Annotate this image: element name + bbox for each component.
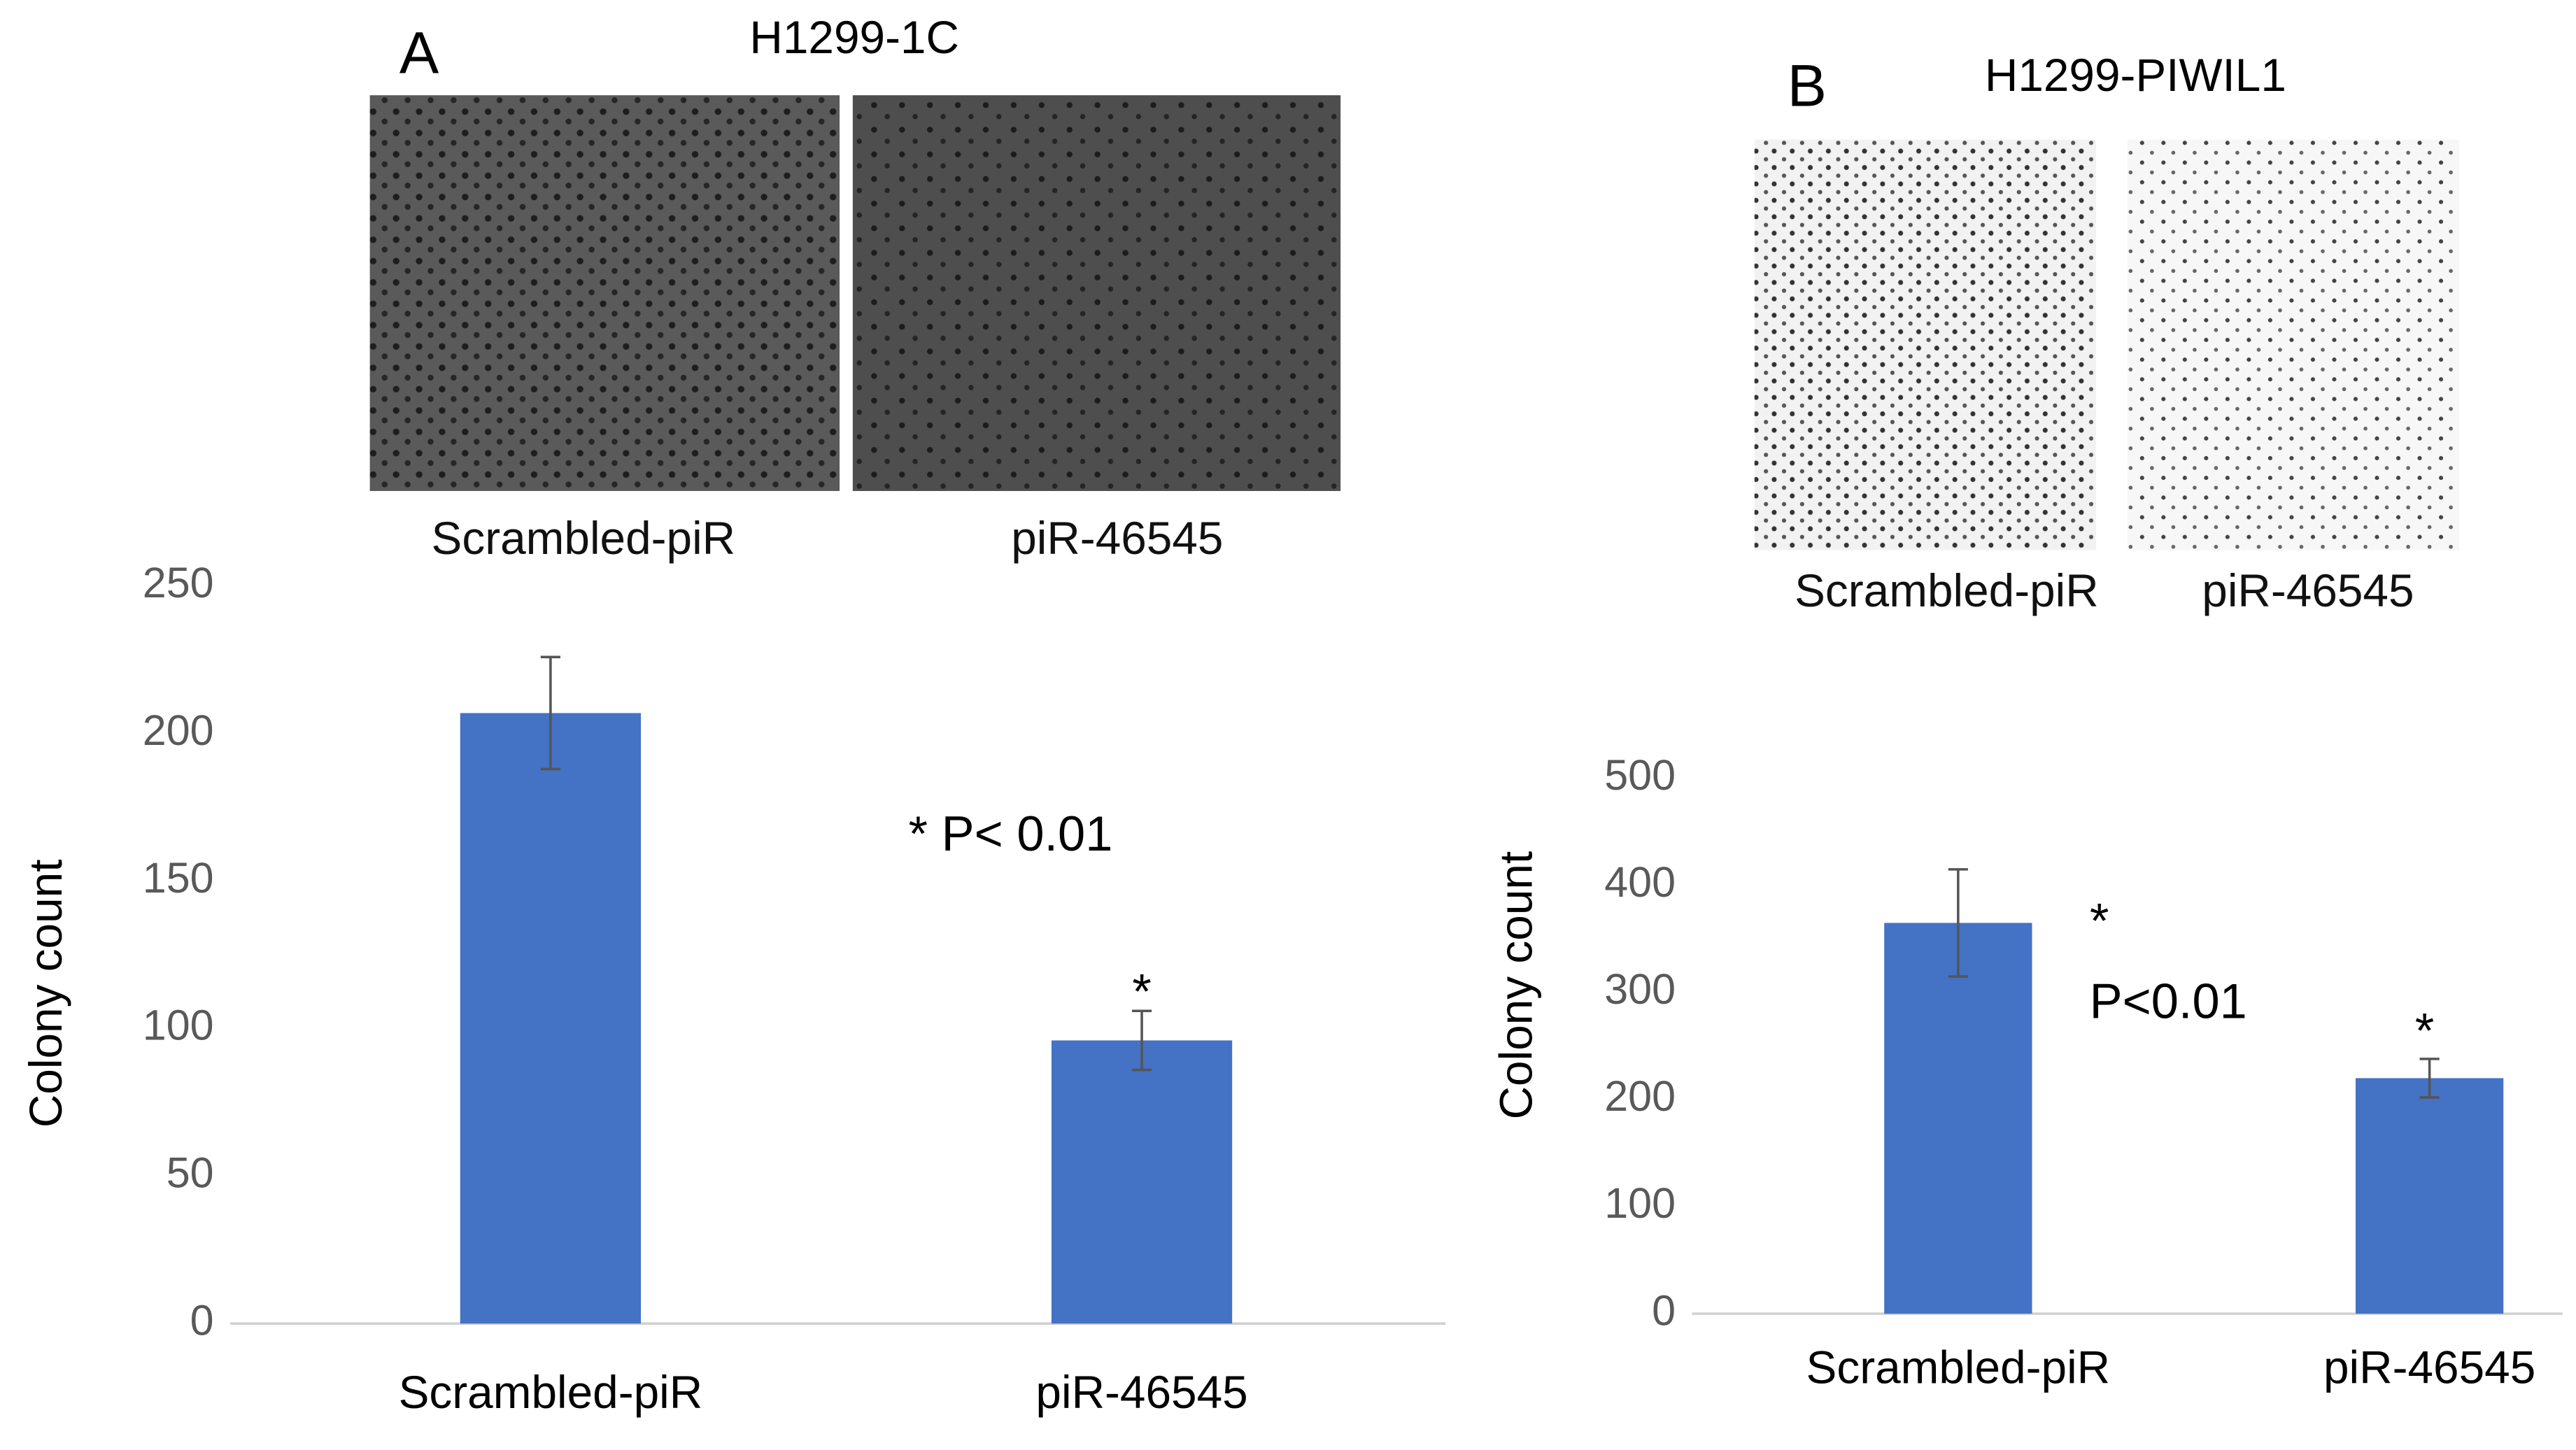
y-tick-label: 400	[1604, 858, 1676, 906]
y-tick-label: 50	[167, 1149, 214, 1197]
panel-label: A	[399, 19, 439, 85]
micrograph	[2127, 139, 2459, 550]
y-tick-label: 100	[1604, 1179, 1676, 1227]
bar	[2355, 1078, 2504, 1314]
bar	[460, 713, 642, 1324]
y-tick-label: 500	[1604, 751, 1676, 799]
annotation: * P< 0.01	[909, 806, 1113, 861]
panel-title: H1299-PIWIL1	[1985, 49, 2286, 101]
annotation: *	[1132, 963, 1151, 1018]
x-tick-label: Scrambled-piR	[1806, 1342, 2111, 1393]
panel-title: H1299-1C	[749, 11, 959, 63]
error-bar	[1131, 1009, 1152, 1072]
error-bar	[540, 655, 560, 771]
y-tick-label: 300	[1604, 965, 1676, 1013]
y-tick-label: 150	[143, 854, 214, 902]
image-label: piR-46545	[2202, 564, 2414, 616]
y-tick-label: 100	[143, 1002, 214, 1049]
y-tick-label: 200	[1604, 1072, 1676, 1120]
bar	[1884, 923, 2032, 1314]
image-label: piR-46545	[1011, 512, 1223, 564]
y-tick-label: 250	[143, 559, 214, 606]
annotation: P<0.01	[2090, 973, 2247, 1028]
x-tick-label: piR-46545	[1035, 1366, 1247, 1418]
y-tick-label: 0	[190, 1296, 214, 1344]
y-tick-label: 0	[1652, 1286, 1676, 1334]
x-tick-label: Scrambled-piR	[399, 1366, 703, 1418]
micrograph	[852, 95, 1341, 491]
y-axis-label: Colony count	[1489, 851, 1541, 1120]
annotation: *	[2415, 1003, 2434, 1058]
bar	[1051, 1040, 1233, 1324]
annotation: *	[2090, 893, 2109, 948]
y-axis-label: Colony count	[20, 860, 71, 1128]
error-bar	[2419, 1058, 2440, 1099]
error-bar	[1948, 868, 1968, 978]
image-label: Scrambled-piR	[1795, 564, 2099, 616]
micrograph	[1754, 139, 2097, 550]
x-tick-label: piR-46545	[2323, 1342, 2535, 1393]
micrograph	[369, 95, 840, 491]
y-tick-label: 200	[143, 706, 214, 754]
panel-label: B	[1788, 52, 1827, 118]
image-label: Scrambled-piR	[432, 512, 736, 564]
